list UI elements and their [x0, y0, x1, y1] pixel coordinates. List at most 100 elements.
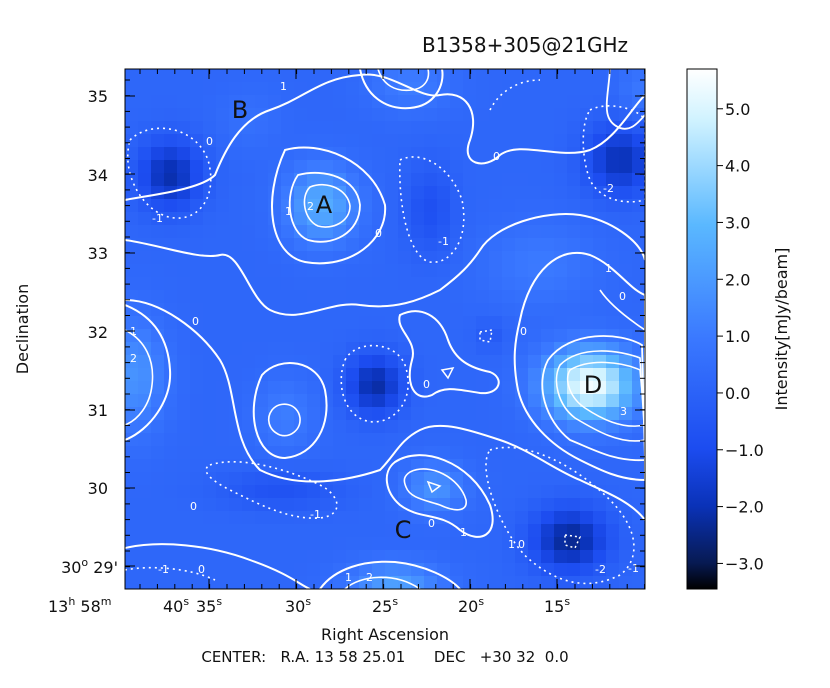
heatmap-cell — [463, 290, 477, 304]
heatmap-cell — [281, 251, 295, 265]
heatmap-cell — [255, 316, 269, 330]
heatmap-cell — [229, 472, 243, 486]
heatmap-cell — [268, 576, 282, 589]
heatmap-cell — [424, 342, 438, 356]
heatmap-cell — [450, 433, 464, 447]
heatmap-cell — [177, 485, 191, 499]
heatmap-cell — [372, 485, 386, 499]
heatmap-cell — [476, 173, 490, 187]
heatmap-cell — [515, 459, 529, 473]
heatmap-cell — [554, 160, 568, 174]
heatmap-cell — [203, 576, 217, 589]
contour-right-top — [605, 69, 645, 130]
heatmap-cell — [359, 485, 373, 499]
heatmap-cell — [476, 550, 490, 564]
heatmap-cell — [242, 342, 256, 356]
heatmap-cell — [502, 212, 516, 226]
heatmap-cell — [372, 524, 386, 538]
heatmap-cell — [515, 251, 529, 265]
heatmap-cell — [528, 238, 542, 252]
heatmap-cell — [567, 498, 581, 512]
heatmap-cell — [346, 459, 360, 473]
heatmap-cell — [190, 290, 204, 304]
heatmap-cell — [606, 394, 620, 408]
y-tick-label: 30 — [88, 479, 108, 498]
heatmap-cell — [593, 316, 607, 330]
heatmap-cell — [372, 576, 386, 589]
heatmap-cell — [632, 316, 645, 330]
heatmap-cell — [333, 485, 347, 499]
heatmap-cell — [320, 524, 334, 538]
heatmap-cell — [619, 173, 633, 187]
heatmap-cell — [190, 147, 204, 161]
heatmap-cell — [255, 355, 269, 369]
heatmap-cell — [541, 511, 555, 525]
heatmap-cell — [229, 537, 243, 551]
heatmap-cell — [528, 134, 542, 148]
heatmap-cell — [164, 121, 178, 135]
heatmap-cell — [476, 420, 490, 434]
heatmap-cell — [463, 225, 477, 239]
heatmap-cell — [515, 511, 529, 525]
heatmap-cell — [372, 342, 386, 356]
y-axis-label: Declination — [13, 284, 32, 374]
heatmap-cell — [307, 550, 321, 564]
heatmap-cell — [463, 121, 477, 135]
heatmap-cell — [489, 563, 503, 577]
heatmap-cell — [450, 290, 464, 304]
heatmap-cell — [593, 160, 607, 174]
heatmap-cell — [320, 355, 334, 369]
heatmap-cell — [203, 420, 217, 434]
heatmap-cell — [346, 95, 360, 109]
heatmap-cell — [515, 420, 529, 434]
heatmap-cell — [541, 225, 555, 239]
heatmap-cell — [320, 108, 334, 122]
heatmap-cell — [463, 537, 477, 551]
heatmap-cell — [164, 433, 178, 447]
heatmap-cell — [138, 108, 152, 122]
heatmap-cell — [203, 394, 217, 408]
heatmap-cell — [619, 420, 633, 434]
contour-label: 0 — [206, 135, 213, 148]
heatmap-cell — [593, 264, 607, 278]
heatmap-cell — [567, 355, 581, 369]
heatmap-cell — [346, 173, 360, 187]
heatmap-cell — [593, 459, 607, 473]
heatmap-cell — [138, 563, 152, 577]
heatmap-cell — [216, 485, 230, 499]
heatmap-cell — [593, 524, 607, 538]
heatmap-cell — [359, 95, 373, 109]
heatmap-cell — [489, 316, 503, 330]
heatmap-cell — [541, 134, 555, 148]
heatmap-cell — [398, 563, 412, 577]
heatmap-cell — [463, 277, 477, 291]
heatmap-cell — [164, 485, 178, 499]
heatmap-cell — [398, 264, 412, 278]
heatmap-cell — [242, 329, 256, 343]
heatmap-cell — [203, 199, 217, 213]
heatmap-cell — [320, 316, 334, 330]
heatmap-cell — [450, 147, 464, 161]
heatmap-cell — [567, 485, 581, 499]
heatmap-cell — [177, 238, 191, 252]
heatmap-cell — [177, 446, 191, 460]
heatmap-cell — [632, 303, 645, 317]
contour-label: -1 — [158, 563, 169, 576]
heatmap-cell — [632, 82, 645, 96]
heatmap-cell — [307, 563, 321, 577]
heatmap-cell — [463, 82, 477, 96]
heatmap-cell — [489, 329, 503, 343]
heatmap-cell — [203, 108, 217, 122]
heatmap-cell — [359, 316, 373, 330]
heatmap-cell — [619, 264, 633, 278]
heatmap-cell — [177, 303, 191, 317]
contour-neg-lower — [205, 461, 338, 519]
heatmap-cell — [372, 134, 386, 148]
heatmap-cell — [606, 290, 620, 304]
heatmap-cell — [502, 576, 516, 589]
heatmap-cell — [554, 108, 568, 122]
heatmap-cell — [502, 524, 516, 538]
heatmap-cell — [216, 290, 230, 304]
heatmap-cell — [333, 212, 347, 226]
heatmap-cell — [411, 121, 425, 135]
